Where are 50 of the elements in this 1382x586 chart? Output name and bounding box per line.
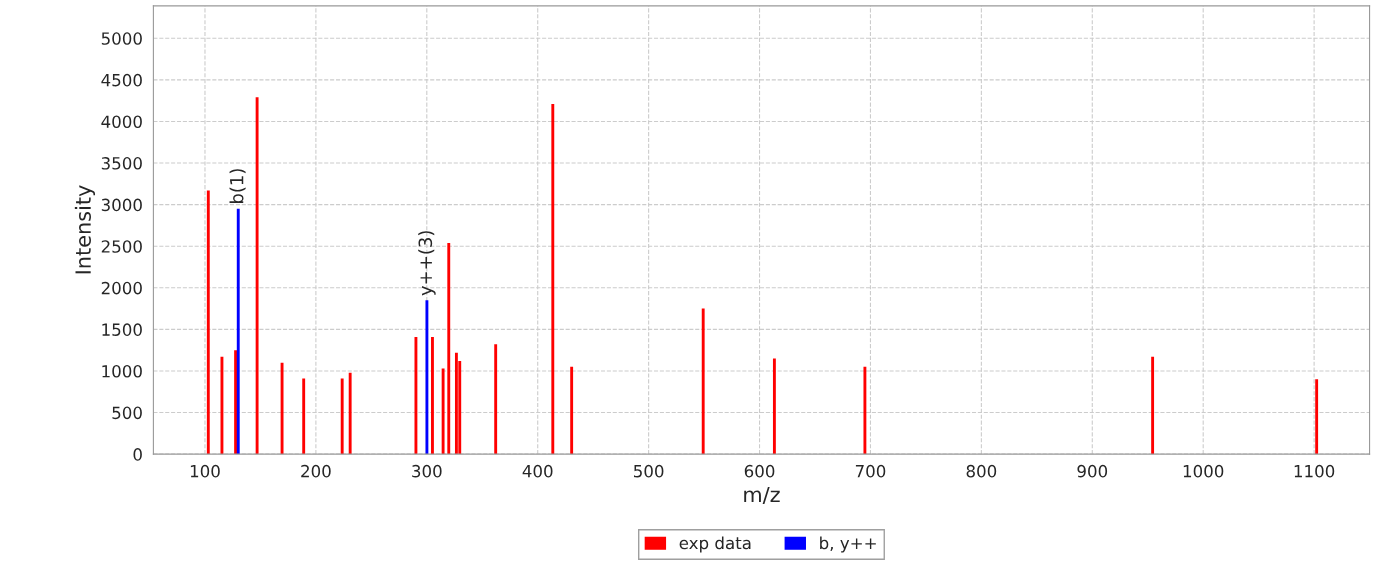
bar (255, 97, 259, 455)
x-tick-label: 600 (744, 464, 775, 478)
x-tick-label: 800 (966, 464, 997, 478)
bar (701, 308, 705, 455)
bar (414, 336, 418, 455)
bar (454, 352, 458, 455)
bar (551, 104, 555, 455)
x-tick-label: 100 (190, 464, 220, 478)
bar (236, 208, 240, 455)
bar (1315, 379, 1319, 455)
y-tick-label: 500 (112, 406, 142, 420)
legend-label: exp data (679, 536, 751, 553)
y-tick-label: 5000 (101, 32, 142, 45)
bar (431, 336, 434, 455)
bar (425, 300, 429, 455)
bar (494, 344, 498, 455)
x-tick-label: 1000 (1183, 464, 1224, 478)
y-tick-label: 3500 (101, 157, 142, 170)
y-tick-label: 2500 (101, 240, 142, 253)
bar (772, 358, 776, 455)
bar (447, 242, 451, 455)
x-tick-label: 1100 (1294, 464, 1335, 478)
x-tick-label: 700 (855, 464, 886, 478)
x-tick-label: 300 (412, 464, 442, 478)
x-tick-label: 900 (1077, 464, 1108, 478)
bar (302, 378, 306, 455)
legend-label: b, y++ (820, 536, 876, 553)
bar (441, 368, 445, 455)
bar (348, 372, 352, 455)
bar (340, 378, 344, 455)
bar (1151, 356, 1155, 455)
bar (234, 350, 238, 455)
bar (863, 366, 867, 455)
y-tick-label: 1500 (102, 323, 142, 336)
y-tick-label: 0 (133, 448, 142, 461)
x-axis-title: m/z (744, 486, 780, 505)
bar (206, 190, 210, 455)
x-tick-label: 400 (522, 464, 553, 478)
annotation: y++(3) (418, 231, 436, 296)
x-tick-label: 200 (301, 464, 331, 478)
y-axis-title: Intensity (74, 185, 96, 274)
bar (570, 366, 574, 455)
y-tick-label: 1000 (102, 364, 142, 378)
x-tick-label: 500 (634, 464, 664, 478)
y-tick-label: 2000 (101, 281, 142, 295)
y-tick-label: 4500 (101, 73, 142, 87)
bar (280, 362, 284, 455)
y-tick-label: 4000 (101, 115, 142, 129)
annotation: b(1) (229, 169, 246, 203)
y-tick-label: 3000 (101, 198, 142, 212)
